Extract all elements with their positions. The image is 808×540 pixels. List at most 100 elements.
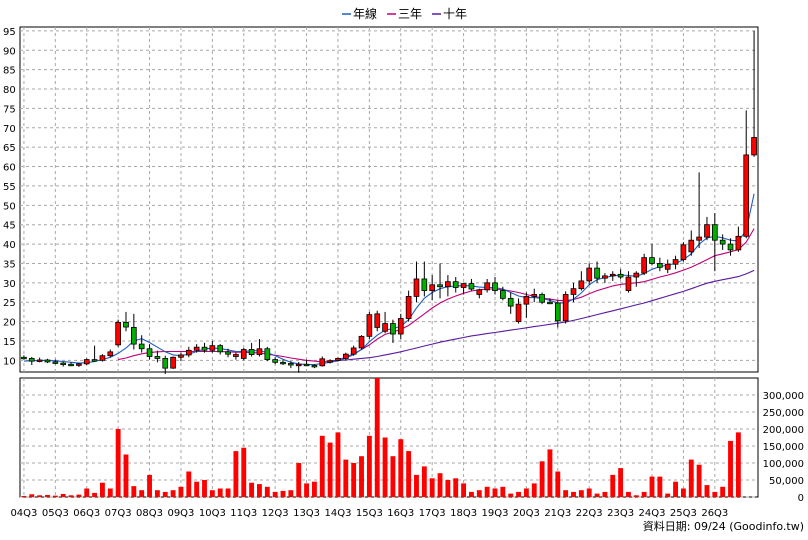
x-tick-label: 12Q3 <box>262 508 289 519</box>
volume-bar <box>280 490 286 497</box>
candle <box>562 291 569 324</box>
volume-bar <box>52 495 58 497</box>
volume-bar <box>115 429 121 497</box>
year-line <box>23 193 755 366</box>
volume-bar <box>107 488 113 497</box>
volume-bar <box>249 482 255 497</box>
volume-bar <box>539 461 545 497</box>
candle <box>311 364 318 369</box>
legend-label: 三年 <box>398 7 422 21</box>
volume-bar <box>84 488 90 497</box>
candle <box>131 313 137 350</box>
volume-bar <box>296 463 302 497</box>
volume-bar <box>60 493 66 497</box>
candle <box>256 339 263 357</box>
volume-bar <box>29 494 35 497</box>
volume-bar <box>500 486 506 497</box>
price-grid <box>20 27 758 372</box>
candle <box>76 363 82 367</box>
candle-body <box>711 224 718 241</box>
volume-plot-area <box>19 377 759 498</box>
volume-bar <box>469 491 474 497</box>
volume-bar <box>131 486 137 497</box>
volume-bar <box>618 468 624 497</box>
price-y-tick-label: 50 <box>3 201 16 212</box>
candle <box>272 357 278 365</box>
candle <box>366 311 373 340</box>
candle <box>492 277 498 295</box>
candle <box>609 271 616 281</box>
candle-body <box>680 244 687 260</box>
volume-bar <box>421 466 427 497</box>
candle <box>531 288 538 303</box>
x-tick-label: 15Q3 <box>356 508 383 519</box>
x-tick-label: 08Q3 <box>136 508 163 519</box>
volume-bar <box>390 456 396 497</box>
volume-bar <box>241 447 247 497</box>
price-y-tick-label: 55 <box>3 182 16 193</box>
candle-body <box>303 363 310 367</box>
price-y-tick-label: 40 <box>3 240 16 251</box>
candle <box>641 253 647 276</box>
volume-bar <box>547 449 553 497</box>
volume-bar <box>720 486 726 497</box>
candle <box>350 345 357 356</box>
volume-bar <box>406 451 412 497</box>
price-y-tick-label: 60 <box>3 163 16 174</box>
candle-body <box>437 284 443 288</box>
candle-body <box>625 276 632 291</box>
candle-body <box>704 224 710 238</box>
ten-year-line <box>330 269 755 362</box>
candle-body <box>248 349 255 355</box>
volume-y-tick-label: 50,000 <box>769 476 804 487</box>
volume-bar <box>202 480 207 497</box>
candle-body <box>562 294 569 322</box>
candle-body <box>696 236 702 241</box>
candle-body <box>76 363 82 366</box>
candle <box>704 216 710 241</box>
volume-bar <box>178 486 184 497</box>
candle-body <box>633 272 640 278</box>
candle <box>91 345 98 362</box>
candle <box>570 282 577 303</box>
candle-body <box>390 323 396 335</box>
candle <box>594 261 600 283</box>
candle <box>201 342 208 353</box>
x-tick-label: 14Q3 <box>324 508 351 519</box>
volume-bar <box>351 463 357 497</box>
candle-body <box>445 281 451 288</box>
candle <box>539 292 545 305</box>
volume-bar <box>657 476 663 497</box>
candle-body <box>107 351 114 357</box>
candle <box>445 275 451 297</box>
volume-bar <box>563 490 569 497</box>
candle-body <box>217 345 224 353</box>
candle-body <box>539 294 545 303</box>
volume-bar <box>476 490 482 497</box>
candle-body <box>664 263 671 270</box>
candle-body <box>735 235 742 251</box>
volume-bar <box>673 481 678 497</box>
x-tick-label: 06Q3 <box>73 508 100 519</box>
candle-body <box>547 301 553 305</box>
volume-bar <box>335 432 341 497</box>
candle-body <box>358 335 365 349</box>
price-y-tick-label: 25 <box>3 298 16 309</box>
candle-body <box>609 273 616 277</box>
volume-bar <box>571 491 576 497</box>
candle <box>60 361 67 367</box>
chart-legend: 年線 三年 十年 <box>342 6 467 21</box>
volume-bar <box>288 490 294 497</box>
candle-body <box>319 358 326 367</box>
candle-body <box>342 353 349 359</box>
volume-bar <box>257 484 262 497</box>
volume-bar <box>68 495 74 497</box>
candle-body <box>719 239 726 245</box>
x-tick-label: 04Q3 <box>10 508 37 519</box>
candle-body <box>602 275 608 279</box>
volume-bar <box>555 471 561 497</box>
candle <box>217 344 224 355</box>
volume-bar <box>162 491 168 497</box>
candle-body <box>162 358 169 369</box>
price-y-tick-label: 85 <box>3 66 16 77</box>
